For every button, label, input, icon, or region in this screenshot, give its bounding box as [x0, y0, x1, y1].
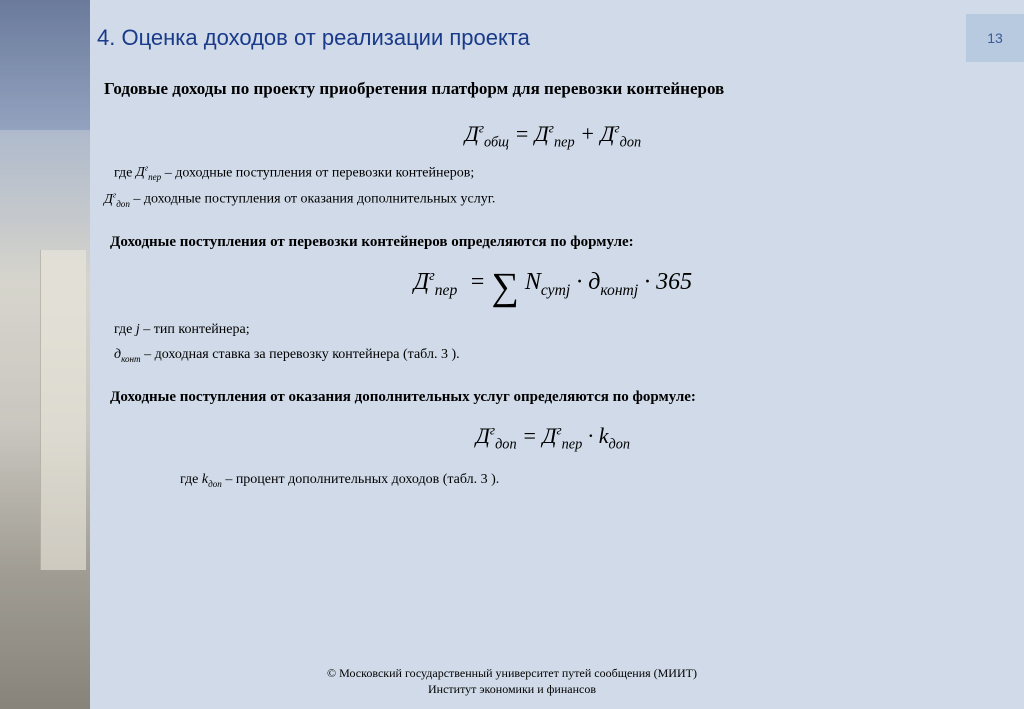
heading-3: Доходные поступления от оказания дополни…	[110, 387, 996, 407]
definition-2b: дконт – доходная ставка за перевозку кон…	[114, 346, 992, 365]
definition-3: где kдоп – процент дополнительных доходо…	[180, 471, 992, 490]
content-area: Годовые доходы по проекту приобретения п…	[100, 74, 1006, 492]
definition-1b: Дгдоп – доходные поступления от оказания…	[104, 189, 992, 210]
header: 4. Оценка доходов от реализации проекта …	[85, 14, 1024, 62]
footer: © Московский государственный университет…	[0, 665, 1024, 697]
page-number: 13	[966, 14, 1024, 62]
sidebar-photo	[0, 0, 90, 709]
heading-2: Доходные поступления от перевозки контей…	[110, 232, 996, 252]
footer-line-1: © Московский государственный университет…	[0, 665, 1024, 681]
definition-1a: где Дгпер – доходные поступления от пере…	[114, 163, 992, 184]
formula-2: Дгпер = ∑ Nсутj · дконтj · 365	[100, 266, 1006, 302]
section-title: 4. Оценка доходов от реализации проекта	[97, 25, 530, 51]
formula-1: Дгобщ = Дгпер + Дгдоп	[100, 119, 1006, 153]
formula-3: Дгдоп = Дгпер · kдоп	[100, 421, 1006, 455]
footer-line-2: Институт экономики и финансов	[0, 681, 1024, 697]
definition-2a: где j – тип контейнера;	[114, 321, 992, 340]
subtitle: Годовые доходы по проекту приобретения п…	[104, 78, 1006, 101]
